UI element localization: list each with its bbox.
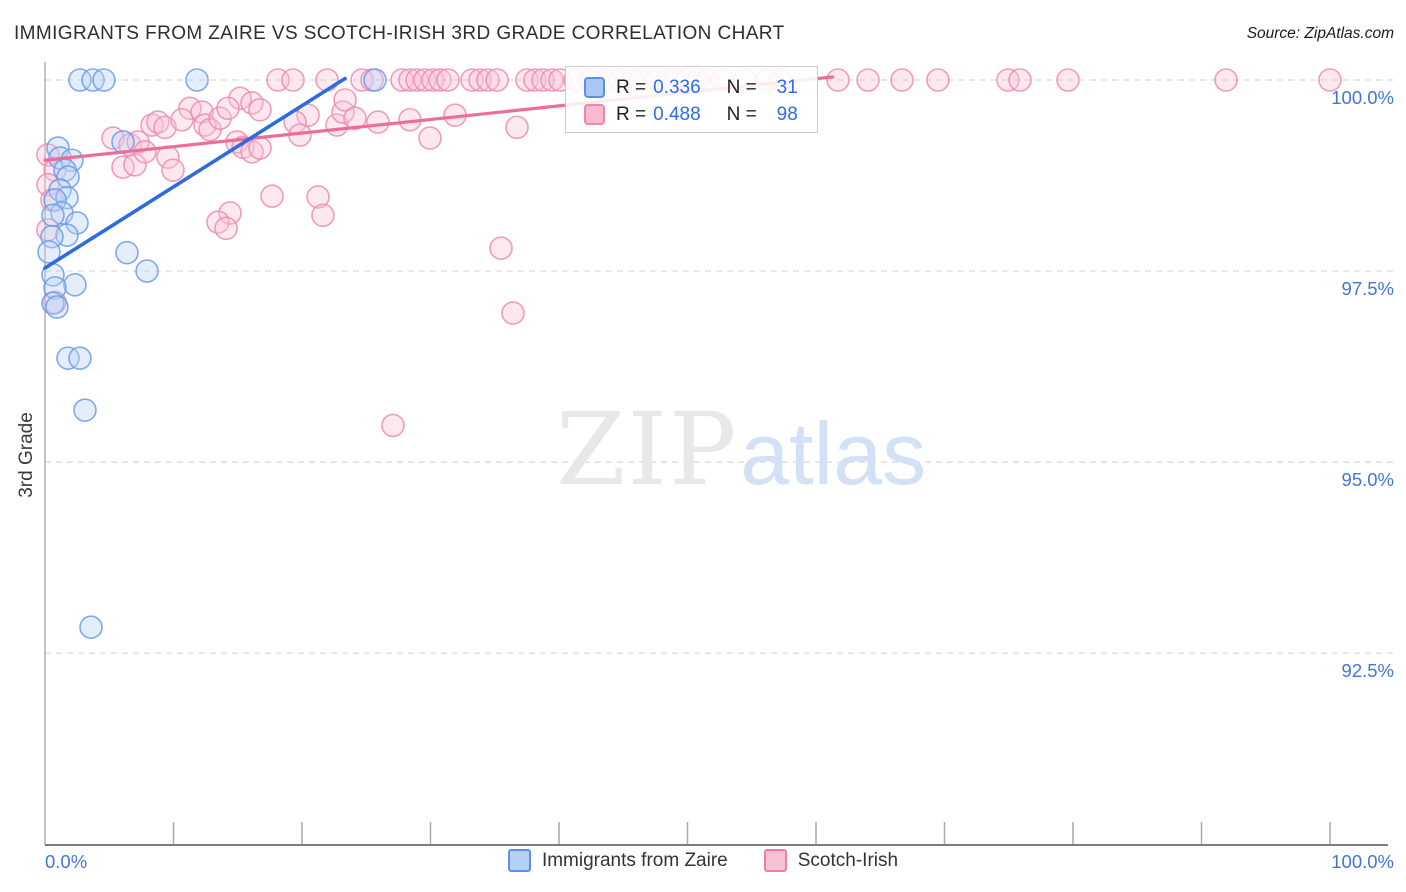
scotch-irish-point [343,106,367,131]
n-value-zaire: 31 [776,76,798,98]
scotch-irish-point [489,236,513,260]
y-tick-label: 95.0% [1341,469,1394,491]
scotch-irish-swatch [584,104,605,125]
scotch-irish-point [206,210,230,234]
zaire-point [40,224,64,249]
scotch-irish-point [540,68,564,92]
scotch-irish-point [418,126,442,150]
scotch-irish-point [996,68,1020,92]
r-label: R = [616,103,647,125]
scotch-irish-point [476,68,500,92]
zaire-point [56,165,80,189]
scotch-irish-point [366,110,390,134]
zaire-point [68,346,92,370]
scotch-irish-point [311,203,335,228]
zaire-point [79,615,103,639]
scotch-irish-point [260,184,284,208]
scotch-irish-point [856,68,880,92]
zaire-point [65,211,89,235]
scotch-irish-point [926,68,950,92]
scotch-irish-point [315,68,339,92]
scotch-irish-point [436,68,460,92]
page-title: IMMIGRANTS FROM ZAIRE VS SCOTCH-IRISH 3R… [14,23,785,44]
scotch-irish-point [214,216,238,241]
scotch-irish-point [468,68,492,92]
scotch-irish-legend-swatch [763,849,787,872]
zaire-point [115,240,139,265]
scotch-irish-point [111,155,135,179]
r-label: R = [616,76,647,98]
zaire-point [92,68,116,92]
scotch-irish-point [248,136,272,160]
legend-item-zaire: Immigrants from Zaire [507,849,728,872]
scotch-irish-point [350,68,374,92]
scotch-irish-point [826,68,850,92]
zaire-point [41,203,65,228]
x-axis-min-label: 0.0% [45,851,88,872]
scotch-irish-legend-label: Scotch-Irish [797,849,899,871]
scotch-irish-point [428,68,452,92]
scotch-irish-point [296,103,320,127]
zaire-point [37,240,61,264]
zaire-point [68,68,92,92]
scotch-irish-point [501,301,525,325]
scotch-irish-point [170,107,194,132]
x-axis-max-label: 100.0% [1331,851,1394,872]
scotch-irish-point [333,88,357,112]
scotch-irish-point [523,68,547,92]
zaire-legend-label: Immigrants from Zaire [541,849,728,871]
legend-row-zaire: R = 0.336 N = 31 [584,74,817,101]
r-value-scotch-irish: 0.488 [653,103,701,125]
zaire-point [63,273,87,297]
zaire-point [73,398,97,422]
y-tick-label: 97.5% [1341,278,1394,300]
r-value-zaire: 0.336 [653,76,701,98]
scotch-irish-point [248,98,272,122]
scotch-irish-point [216,96,240,121]
legend-row-scotch-irish: R = 0.488 N = 98 [584,101,817,128]
scotch-irish-point [161,158,185,182]
n-label: N = [726,103,757,125]
scotch-irish-point [1318,68,1342,92]
n-value-scotch-irish: 98 [776,103,798,125]
zaire-point [41,291,65,315]
zaire-swatch [584,77,605,98]
scotch-irish-point [1214,68,1238,92]
scotch-irish-point [36,172,60,197]
scotch-irish-point [306,185,330,209]
y-tick-label: 100.0% [1331,87,1394,108]
scotch-irish-point [1056,68,1080,92]
zaire-point [185,68,209,92]
zaire-point [135,259,159,283]
scotch-irish-point [228,86,252,111]
scotch-irish-point [485,68,509,92]
zaire-legend-swatch [507,849,531,872]
scotch-irish-point [218,201,242,225]
correlation-legend: R = 0.336 N = 31 R = 0.488 N = 98 [565,66,818,133]
zaire-point [45,295,69,319]
legend-item-scotch-irish: Scotch-Irish [763,849,899,872]
scotch-irish-point [331,100,355,124]
zaire-trend-line [43,76,347,270]
scotch-irish-point [505,115,529,140]
scotch-irish-point [1008,68,1032,92]
scotch-irish-point [531,68,555,92]
source-credit: Source: ZipAtlas.com [1246,25,1394,42]
y-tick-label: 92.5% [1341,660,1394,682]
n-label: N = [726,76,757,98]
scotch-irish-point [890,68,914,92]
series-legend: Immigrants from Zaire Scotch-Irish [0,849,1406,872]
zaire-point [56,346,80,370]
zaire-point [55,185,79,210]
zaire-point [363,68,387,92]
scotch-irish-point [381,413,405,438]
scotch-irish-point [281,68,305,92]
